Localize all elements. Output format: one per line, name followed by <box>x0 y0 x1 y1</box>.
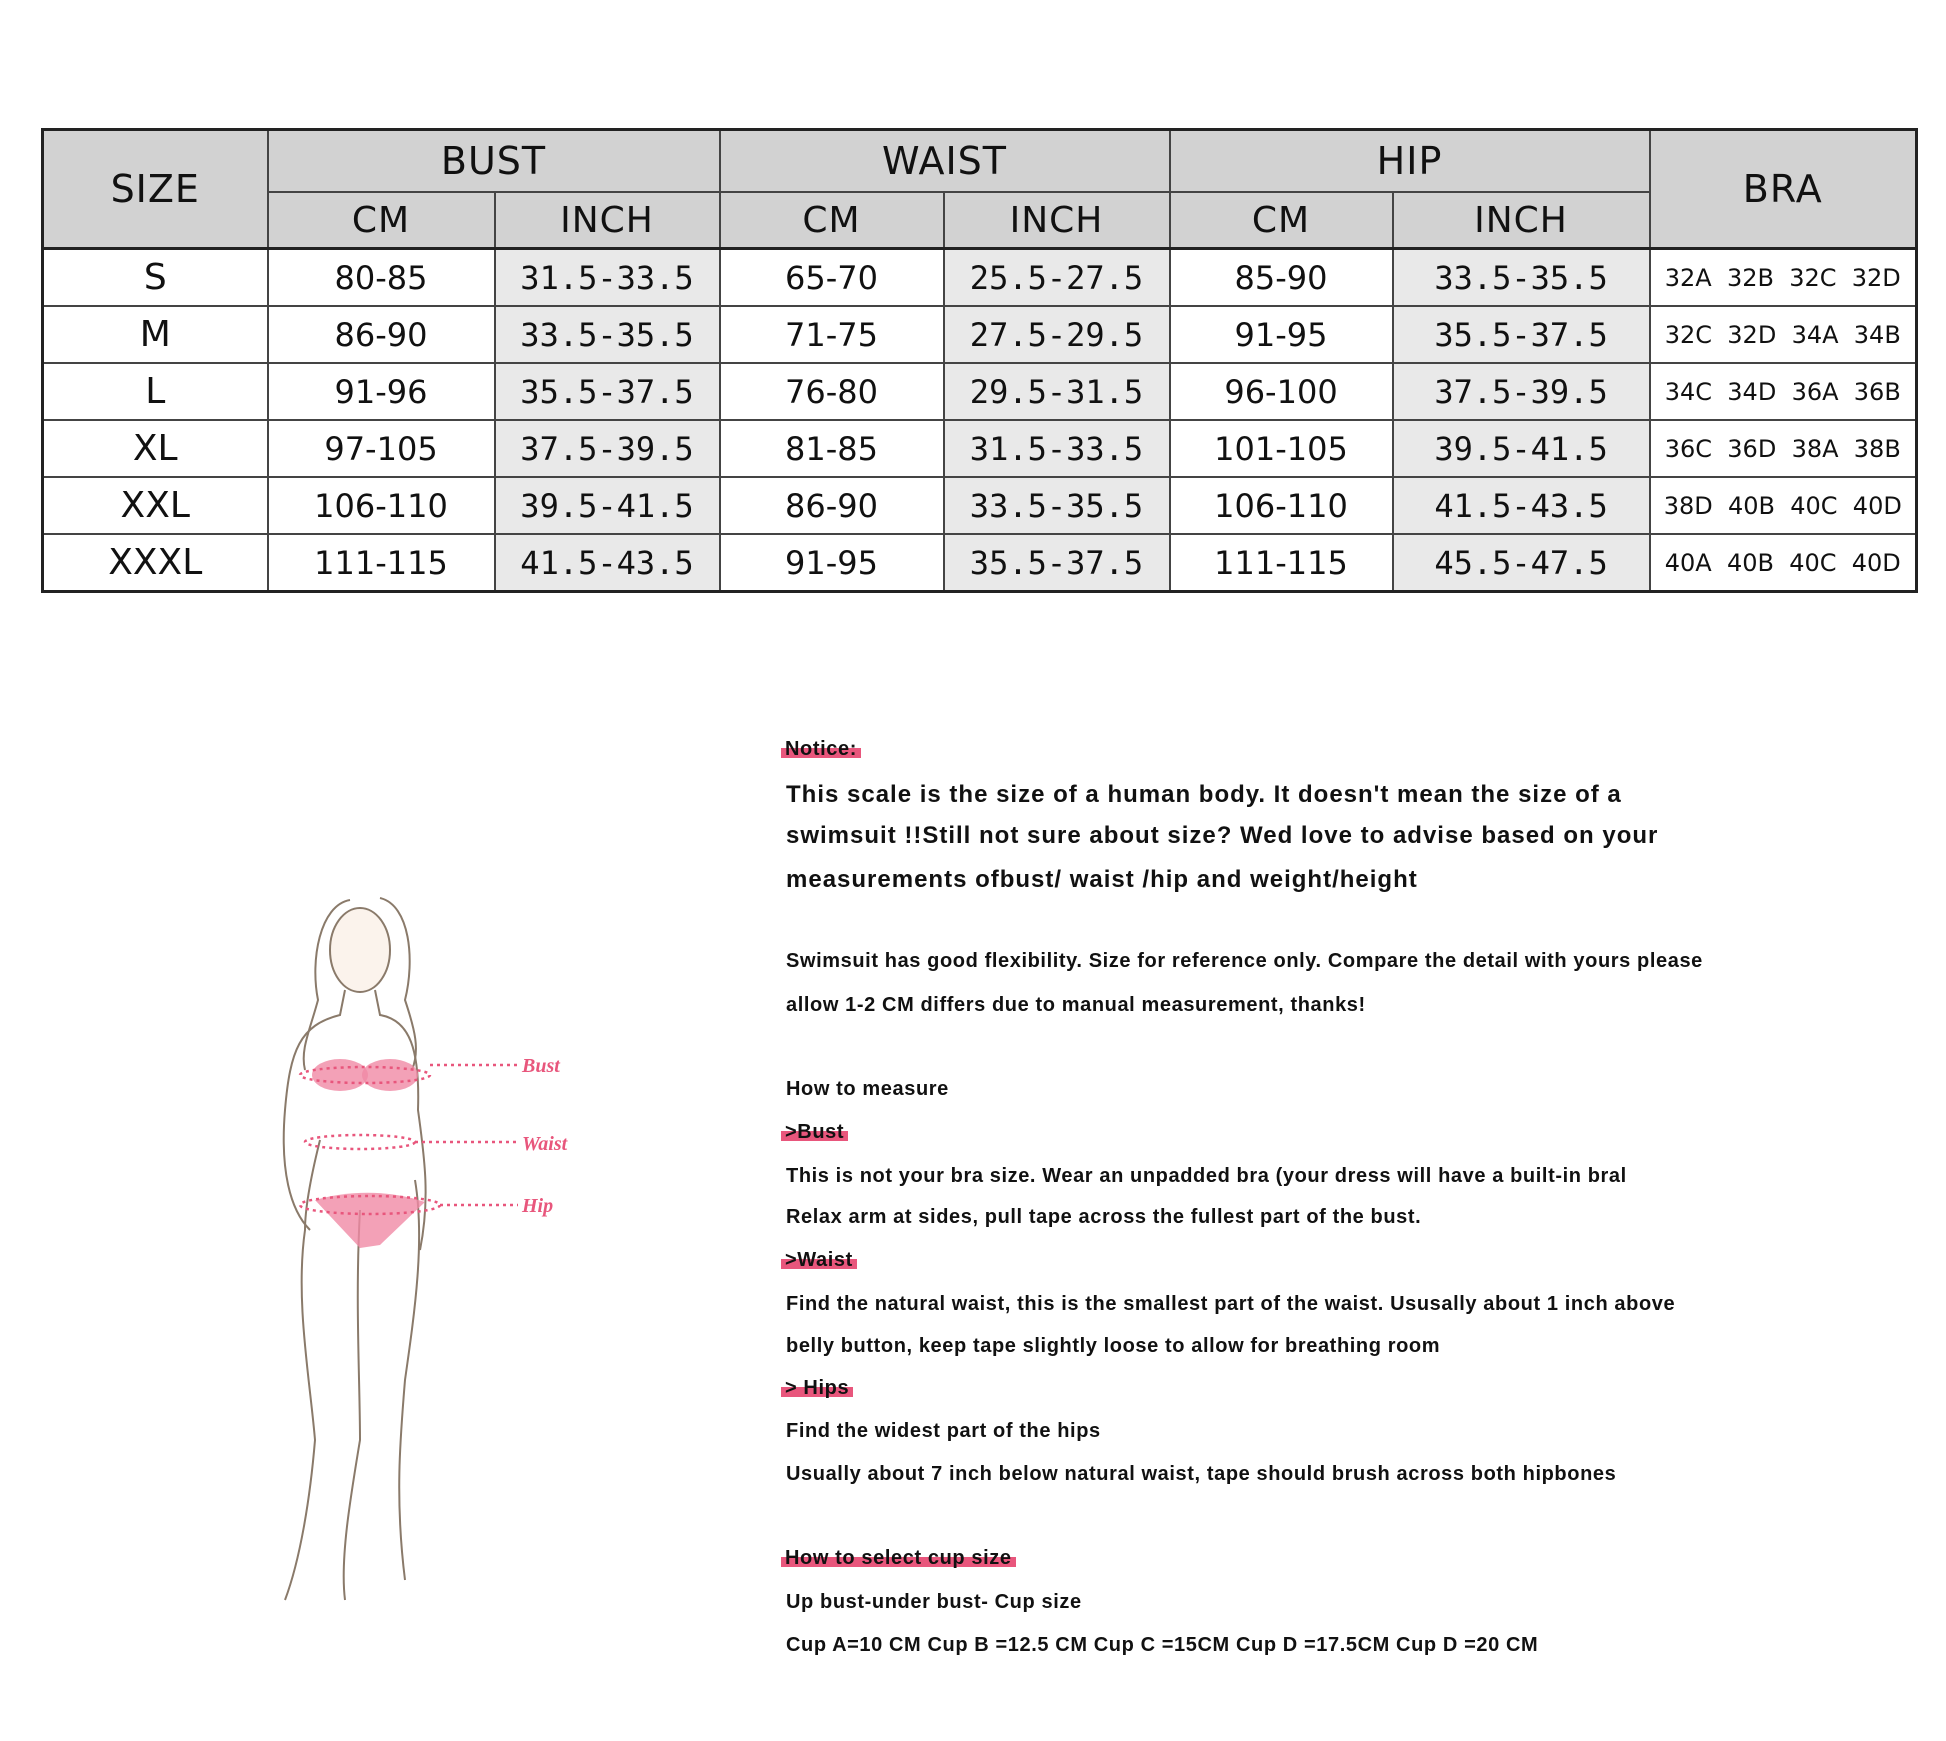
hip-inch-cell: 35.5-37.5 <box>1391 305 1651 364</box>
header-hip-cm: CM <box>1168 191 1394 250</box>
table-row: XL 97-105 37.5-39.5 81-85 31.5-33.5 101-105 39… <box>41 419 1918 478</box>
bust-cm-cell: 111-115 <box>266 533 496 593</box>
hip-inch-cell: 37.5-39.5 <box>1391 362 1651 421</box>
header-size: SIZE <box>41 128 269 250</box>
hip-cm-cell: 85-90 <box>1168 247 1394 307</box>
hip-cm-cell: 96-100 <box>1168 362 1394 421</box>
waist-cm-cell: 86-90 <box>718 476 945 535</box>
waist-inch-cell: 31.5-33.5 <box>942 419 1171 478</box>
waist-inch-cell: 25.5-27.5 <box>942 247 1171 307</box>
bust-inch-cell: 33.5-35.5 <box>493 305 721 364</box>
hip-inch-cell: 45.5-47.5 <box>1391 533 1651 593</box>
waist-cm-cell: 71-75 <box>718 305 945 364</box>
bra-cell: 32C 32D 34A 34B <box>1648 305 1918 364</box>
waist-line: Find the natural waist, this is the smal… <box>786 1293 1676 1315</box>
header-bust: BUST <box>266 128 721 193</box>
hips-line: Usually about 7 inch below natural waist… <box>786 1463 1617 1485</box>
waist-cm-cell: 65-70 <box>718 247 945 307</box>
waist-inch-cell: 27.5-29.5 <box>942 305 1171 364</box>
bust-inch-cell: 41.5-43.5 <box>493 533 721 593</box>
bust-inch-cell: 37.5-39.5 <box>493 419 721 478</box>
hips-line: Find the widest part of the hips <box>786 1420 1101 1442</box>
hip-inch-cell: 41.5-43.5 <box>1391 476 1651 535</box>
bra-cell: 38D 40B 40C 40D <box>1648 476 1918 535</box>
size-cell: XL <box>41 419 269 478</box>
hip-cm-cell: 91-95 <box>1168 305 1394 364</box>
bust-line: This is not your bra size. Wear an unpad… <box>786 1165 1627 1187</box>
bust-inch-cell: 39.5-41.5 <box>493 476 721 535</box>
header-waist: WAIST <box>718 128 1171 193</box>
waist-heading: >Waist <box>781 1249 857 1271</box>
table-row: M 86-90 33.5-35.5 71-75 27.5-29.5 91-95 35.5-3… <box>41 305 1918 364</box>
woman-figure-illustration: Bust Waist Hip <box>282 897 569 1601</box>
hips-heading: > Hips <box>781 1377 854 1399</box>
bust-cm-cell: 97-105 <box>266 419 496 478</box>
waist-inch-cell: 35.5-37.5 <box>942 533 1171 593</box>
bra-cell: 32A 32B 32C 32D <box>1648 247 1918 307</box>
bust-line: Relax arm at sides, pull tape across the… <box>786 1206 1422 1228</box>
bust-inch-cell: 35.5-37.5 <box>493 362 721 421</box>
bikini <box>312 1059 425 1248</box>
body-measurement-figure: Bust Waist Hip <box>200 880 620 1640</box>
hip-cm-cell: 111-115 <box>1168 533 1394 593</box>
hip-inch-cell: 39.5-41.5 <box>1391 419 1651 478</box>
waist-line: belly button, keep tape slightly loose t… <box>786 1335 1441 1357</box>
hip-cm-cell: 101-105 <box>1168 419 1394 478</box>
bra-cell: 36C 36D 38A 38B <box>1648 419 1918 478</box>
table-row: XXL 106-110 39.5-41.5 86-90 33.5-35.5 106-110… <box>41 476 1918 535</box>
bra-cell: 34C 34D 36A 36B <box>1648 362 1918 421</box>
notice-line: This scale is the size of a human body. … <box>786 781 1622 808</box>
bust-heading: >Bust <box>781 1121 849 1143</box>
header-hip: HIP <box>1168 128 1651 193</box>
notice-heading: Notice: <box>781 738 861 760</box>
size-cell: S <box>41 247 269 307</box>
table-row: S 80-85 31.5-33.5 65-70 25.5-27.5 85-90 33.5-3… <box>41 247 1918 307</box>
notice-line: measurements ofbust/ waist /hip and weig… <box>786 866 1418 893</box>
flex-line: allow 1-2 CM differs due to manual measu… <box>786 994 1366 1016</box>
bust-cm-cell: 91-96 <box>266 362 496 421</box>
bust-cm-cell: 106-110 <box>266 476 496 535</box>
waist-inch-cell: 33.5-35.5 <box>942 476 1171 535</box>
size-cell: L <box>41 362 269 421</box>
header-waist-inch: INCH <box>942 191 1171 250</box>
bust-cm-cell: 86-90 <box>266 305 496 364</box>
header-bust-inch: INCH <box>493 191 721 250</box>
header-bra: BRA <box>1648 128 1918 250</box>
cup-line: Up bust-under bust- Cup size <box>786 1591 1082 1613</box>
cup-line: Cup A=10 CM Cup B =12.5 CM Cup C =15CM C… <box>786 1634 1539 1656</box>
size-cell: M <box>41 305 269 364</box>
size-chart-table: SIZE BUST WAIST HIP BRA CM INCH CM INCH … <box>41 128 1919 593</box>
bust-cm-cell: 80-85 <box>266 247 496 307</box>
cup-heading: How to select cup size <box>781 1547 1016 1569</box>
flex-line: Swimsuit has good flexibility. Size for … <box>786 950 1703 972</box>
how-to-measure: How to measure <box>786 1078 949 1100</box>
bust-label: Bust <box>521 1055 561 1077</box>
waist-cm-cell: 76-80 <box>718 362 945 421</box>
hip-inch-cell: 33.5-35.5 <box>1391 247 1651 307</box>
waist-cm-cell: 91-95 <box>718 533 945 593</box>
header-hip-inch: INCH <box>1391 191 1651 250</box>
header-bust-cm: CM <box>266 191 496 250</box>
waist-cm-cell: 81-85 <box>718 419 945 478</box>
table-row: XXXL 111-115 41.5-43.5 91-95 35.5-37.5 111-11… <box>41 533 1918 593</box>
hip-cm-cell: 106-110 <box>1168 476 1394 535</box>
bust-inch-cell: 31.5-33.5 <box>493 247 721 307</box>
hip-label: Hip <box>521 1195 553 1217</box>
notice-line: swimsuit !!Still not sure about size? We… <box>786 822 1659 849</box>
size-cell: XXXL <box>41 533 269 593</box>
header-waist-cm: CM <box>718 191 945 250</box>
waist-label: Waist <box>522 1133 569 1155</box>
table-row: L 91-96 35.5-37.5 76-80 29.5-31.5 96-100 37.5-… <box>41 362 1918 421</box>
size-cell: XXL <box>41 476 269 535</box>
bra-cell: 40A 40B 40C 40D <box>1648 533 1918 593</box>
waist-inch-cell: 29.5-31.5 <box>942 362 1171 421</box>
